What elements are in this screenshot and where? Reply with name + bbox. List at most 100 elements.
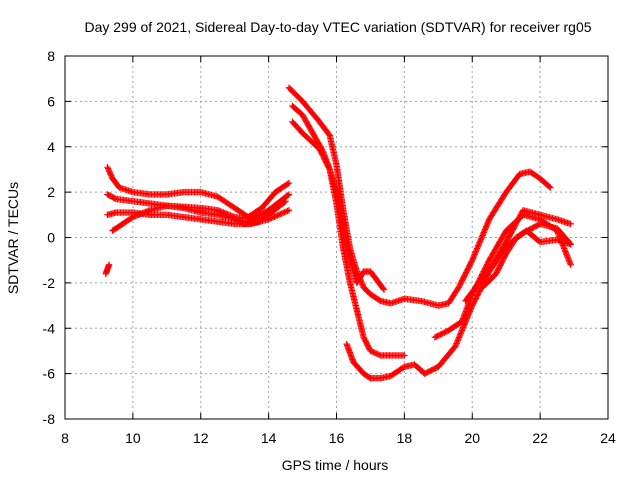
data-point (516, 213, 523, 221)
data-point (485, 217, 492, 225)
data-point (504, 236, 511, 243)
x-tick-label: 8 (61, 430, 69, 446)
series-track-6 (285, 84, 554, 309)
data-point (459, 325, 466, 333)
data-point (454, 337, 461, 344)
data-point (373, 350, 380, 357)
series-track-10 (431, 211, 574, 341)
data-point (285, 191, 293, 198)
x-axis-label: GPS time / hours (282, 457, 389, 473)
data-point (567, 241, 574, 248)
data-point (325, 164, 333, 172)
data-point (479, 230, 487, 238)
data-point (107, 171, 114, 178)
data-point (502, 238, 510, 246)
data-point (482, 224, 489, 232)
data-point (481, 227, 488, 235)
data-point (484, 220, 491, 227)
data-point (512, 220, 519, 228)
data-point (468, 258, 475, 265)
data-point (481, 226, 489, 233)
data-point (476, 288, 483, 295)
data-point (231, 216, 238, 223)
grid-lines (65, 56, 608, 419)
data-point (453, 338, 461, 346)
data-point (235, 218, 243, 225)
data-point (460, 322, 467, 330)
data-point (545, 183, 553, 190)
data-point (282, 198, 289, 205)
data-point (472, 249, 479, 257)
data-point (285, 207, 293, 214)
data-point (284, 207, 291, 215)
series-track-4 (109, 198, 289, 234)
data-point (359, 281, 366, 288)
data-point (275, 211, 283, 219)
data-point (367, 347, 374, 355)
data-point (379, 285, 387, 292)
data-point (480, 229, 487, 236)
data-point (325, 130, 332, 138)
data-point (455, 335, 462, 343)
data-point (483, 261, 491, 268)
data-point (506, 231, 514, 239)
data-point (371, 349, 379, 357)
data-point (476, 238, 484, 245)
data-point (475, 240, 483, 248)
data-point (508, 229, 515, 236)
x-tick-label: 18 (397, 430, 413, 446)
data-point (567, 261, 574, 268)
data-point (452, 341, 460, 349)
data-point (509, 226, 517, 233)
data-point (282, 208, 290, 215)
data-point (281, 209, 288, 216)
data-point (511, 222, 519, 229)
data-point (271, 213, 278, 220)
y-tick-label: -2 (43, 275, 56, 291)
data-point (514, 216, 522, 224)
data-point (479, 232, 486, 239)
data-point (476, 239, 483, 246)
data-point (470, 254, 477, 261)
data-point (111, 195, 118, 202)
data-point (477, 236, 484, 243)
data-point (104, 165, 112, 172)
data-point (473, 292, 481, 299)
data-point (105, 166, 112, 174)
data-point (108, 172, 115, 179)
y-tick-label: -4 (43, 320, 56, 336)
data-point (510, 225, 517, 232)
series-track-12 (479, 227, 574, 291)
data-point (456, 331, 464, 338)
data-point (375, 351, 383, 359)
data-point (567, 220, 574, 228)
data-point (469, 255, 477, 262)
data-points (102, 84, 574, 382)
data-point (368, 348, 376, 355)
x-tick-label: 12 (193, 430, 209, 446)
data-point (475, 242, 482, 249)
data-point (508, 227, 516, 235)
x-tick-label: 22 (532, 430, 548, 446)
data-point (505, 233, 513, 240)
data-point (279, 209, 287, 217)
y-tick-label: 0 (47, 230, 55, 246)
data-point (285, 179, 293, 187)
data-point (452, 343, 459, 350)
data-point (511, 223, 518, 231)
y-tick-label: 6 (47, 93, 55, 109)
y-tick-label: 2 (47, 184, 55, 200)
data-point (238, 219, 246, 226)
data-point (232, 216, 240, 224)
data-point (106, 169, 114, 177)
data-point (472, 248, 480, 255)
y-tick-label: -8 (43, 411, 56, 427)
data-point (455, 334, 463, 341)
data-point (284, 180, 291, 188)
data-point (106, 168, 113, 175)
data-point (475, 289, 482, 297)
data-point (473, 246, 480, 254)
x-tick-label: 10 (125, 430, 141, 446)
data-point (517, 211, 525, 218)
